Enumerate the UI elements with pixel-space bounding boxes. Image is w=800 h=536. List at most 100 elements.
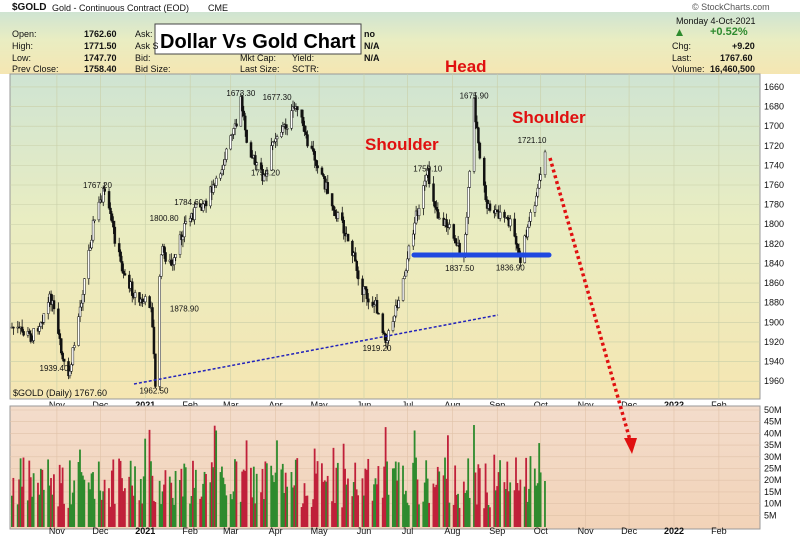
volume-bar	[384, 427, 387, 527]
price-candle-body	[254, 155, 257, 166]
volume-bar	[28, 460, 31, 527]
volume-bar	[487, 504, 490, 527]
volume-bar	[361, 478, 364, 527]
price-candle-body	[464, 234, 467, 255]
data-label: 1677.30	[263, 93, 292, 102]
volume-bar	[407, 505, 410, 527]
price-candle-body	[527, 221, 531, 228]
volume-bar	[276, 440, 278, 527]
volume-bar	[209, 482, 212, 527]
volume-bar	[29, 477, 32, 527]
data-label: 1750.10	[413, 164, 442, 173]
price-candle-body	[235, 123, 238, 127]
volume-bar	[406, 502, 409, 527]
price-candle-body	[107, 191, 111, 209]
data-label: 1878.90	[170, 305, 199, 314]
volume-bar	[306, 495, 309, 527]
volume-bar	[458, 507, 461, 527]
volume-bar	[497, 472, 500, 527]
price-candle-body	[183, 223, 186, 238]
price-candle-body	[529, 212, 532, 222]
volume-bar	[18, 479, 21, 527]
price-candle-body	[158, 276, 162, 387]
price-candle-body	[301, 116, 305, 126]
volume-bar	[468, 497, 471, 527]
volume-bar	[273, 482, 275, 527]
quote-date: Monday 4-Oct-2021	[676, 16, 756, 26]
volume-bar	[61, 467, 64, 527]
volume-bar	[381, 497, 384, 527]
volume-bar	[179, 479, 181, 527]
data-label: 1673.30	[226, 89, 255, 98]
price-candle-body	[144, 296, 147, 303]
symbol: $GOLD	[12, 2, 47, 13]
volume-bar	[203, 471, 206, 527]
price-grid	[10, 74, 760, 399]
volume-bar	[377, 466, 380, 527]
volume-bar	[303, 483, 306, 527]
volume-bar	[438, 471, 441, 527]
volume-x-tick-label: Dec	[92, 526, 109, 536]
price-candle-body	[77, 316, 80, 346]
volume-bar	[152, 500, 155, 527]
volume-bar	[138, 500, 141, 527]
price-candle-body	[482, 157, 486, 186]
volume-bar	[296, 458, 299, 527]
volume-bar	[87, 482, 90, 527]
volume-bar	[48, 485, 51, 527]
price-candle-body	[219, 173, 222, 179]
price-candle-body	[320, 167, 324, 175]
price-candle-body	[314, 160, 318, 166]
volume-bar	[436, 466, 439, 527]
volume-bar	[292, 487, 294, 527]
data-label: 1754.20	[251, 168, 280, 177]
volume-y-tick-label: 50M	[764, 405, 782, 415]
volume-bar	[250, 467, 252, 527]
volume-bar	[144, 438, 147, 527]
price-candle-body	[425, 174, 428, 182]
price-candle-body	[509, 218, 512, 227]
volume-bar	[515, 457, 517, 527]
volume-bar	[123, 488, 126, 527]
price-candle-body	[91, 219, 95, 241]
price-candle-body	[245, 129, 248, 143]
volume-bar	[509, 482, 512, 527]
volume-bar	[394, 461, 397, 527]
volume-bar	[425, 460, 428, 527]
price-candle-body	[496, 209, 499, 212]
price-candle-body	[38, 326, 41, 332]
volume-bar	[396, 480, 399, 527]
exchange: CME	[208, 3, 228, 13]
volume-bar	[486, 492, 488, 527]
up-arrow-icon	[676, 29, 683, 36]
price-candle-body	[222, 164, 225, 170]
price-candle-body	[375, 300, 379, 314]
volume-bar	[544, 480, 546, 527]
volume-bar	[142, 476, 145, 527]
field-bid-label: Bid:	[135, 53, 151, 63]
volume-bar	[397, 462, 400, 527]
data-label: 1675.90	[460, 92, 489, 101]
price-candle-body	[377, 312, 380, 315]
volume-bar	[415, 457, 417, 527]
volume-bar	[263, 499, 265, 527]
volume-y-tick-label: 45M	[764, 417, 782, 427]
volume-bar	[371, 500, 374, 527]
volume-bar	[504, 489, 507, 527]
price-x-tick-label: Dec	[621, 400, 638, 410]
volume-bar	[513, 490, 516, 527]
price-y-tick-label: 1920	[764, 337, 784, 347]
volume-bar	[467, 458, 470, 527]
price-candle-body	[417, 208, 421, 216]
price-candle-body	[71, 347, 75, 365]
volume-bar	[316, 461, 319, 527]
price-candle-body	[506, 217, 509, 219]
price-candle-body	[113, 226, 117, 244]
price-candle-body	[300, 109, 303, 118]
price-candle-body	[535, 195, 538, 206]
price-x-tick-label: Jul	[402, 400, 414, 410]
price-y-axis: 1660 1680 1700 1720 1740 1760 1780 1800 1820 1840…	[764, 82, 784, 386]
volume-bar	[190, 495, 193, 527]
volume-bar	[355, 489, 358, 527]
